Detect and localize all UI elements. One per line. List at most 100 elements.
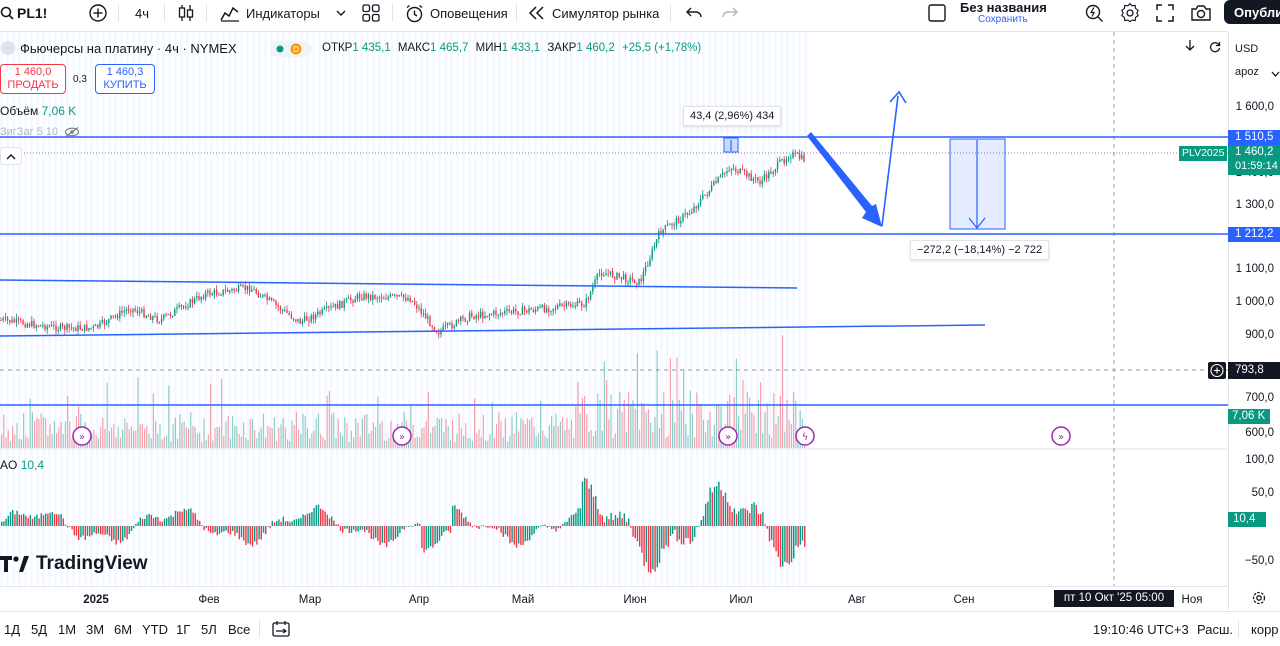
data-status-pill[interactable]: D [270, 41, 312, 57]
undo-button[interactable] [686, 0, 702, 26]
ao-bar [663, 526, 665, 549]
earnings-event-icon[interactable] [795, 426, 815, 446]
session-stripe [156, 32, 159, 586]
collapse-legend-button[interactable] [0, 147, 22, 165]
ao-bar [405, 526, 408, 527]
candle-body [462, 316, 464, 319]
add-alert-plus-button[interactable] [1208, 362, 1226, 379]
candle-body [33, 320, 35, 328]
range-ytd-button[interactable]: YTD [142, 622, 168, 637]
zigzag-legend[interactable]: ЗигЗаг 5 10 [0, 126, 80, 138]
volume-bar [192, 425, 194, 448]
candle-body [70, 327, 73, 329]
candle-body [127, 309, 130, 312]
replay-button[interactable]: Симулятор рынка [528, 0, 659, 26]
chart-canvas[interactable]: » » » ϟ » [0, 32, 1228, 586]
candle-body [77, 325, 79, 332]
candle-body [319, 311, 321, 315]
dividend-event-icon[interactable] [1051, 426, 1071, 446]
indicators-button[interactable]: Индикаторы [220, 0, 320, 26]
volume-bar [20, 439, 22, 448]
chart-type-button[interactable] [178, 0, 194, 26]
session-stripe [204, 32, 207, 586]
snapshot-button[interactable] [1190, 0, 1212, 26]
ao-bar [331, 516, 333, 526]
volume-legend[interactable]: Объём 7,06 K [0, 104, 77, 118]
forecast-up-line[interactable] [881, 95, 899, 227]
ao-bar [804, 526, 806, 547]
volume-bar [581, 398, 583, 448]
range-5d-button[interactable]: 5Д [31, 622, 48, 637]
channel-upper-trendline[interactable] [0, 279, 798, 289]
range-1y-button[interactable]: 1Г [176, 622, 191, 637]
unit-selector[interactable]: apoz [1235, 66, 1259, 78]
gear-icon [1252, 591, 1266, 605]
publish-button[interactable]: Опубли [1224, 0, 1280, 24]
currency-selector[interactable]: USD [1235, 43, 1259, 55]
forecast-down-arrow[interactable] [807, 132, 882, 227]
time-axis[interactable]: 2025 Фев Мар Апр Май Июн Июл Авг Сен Ноя [0, 586, 1228, 610]
range-all-button[interactable]: Все [228, 622, 251, 637]
chart-settings-button[interactable] [1251, 590, 1267, 609]
scale-down-arrow-button[interactable] [1185, 40, 1195, 55]
dividend-event-icon[interactable] [392, 426, 412, 446]
volume-bar [119, 437, 121, 448]
compare-button[interactable] [88, 0, 108, 26]
volume-bar [707, 419, 709, 448]
event-markers[interactable]: » » » ϟ » [72, 426, 1071, 446]
candle-body [730, 168, 733, 171]
volume-bar [489, 434, 491, 448]
sell-button[interactable]: 1 460,0 ПРОДАТЬ [0, 64, 66, 94]
ao-bar [115, 526, 117, 545]
range-5y-button[interactable]: 5Л [201, 622, 217, 637]
session-button[interactable]: Расш. [1197, 622, 1234, 637]
eye-hidden-icon[interactable] [64, 127, 80, 138]
ao-bar [232, 526, 234, 531]
dividend-event-icon[interactable] [718, 426, 738, 446]
adjustment-button[interactable]: корр [1251, 622, 1279, 637]
tradingview-logo[interactable]: TradingView [0, 553, 148, 575]
alerts-button[interactable]: Оповещения [405, 0, 508, 26]
layout-name[interactable]: Без названия [960, 0, 1047, 15]
date-range-button[interactable] [272, 620, 290, 641]
session-stripe [144, 32, 147, 586]
symbol-search-button[interactable]: PL1! [0, 0, 47, 26]
range-3m-button[interactable]: 3М [86, 622, 105, 637]
interval-button[interactable]: 4ч [135, 5, 150, 21]
symbol-legend[interactable]: Фьючерсы на платину · 4ч · NYMEX [0, 40, 237, 56]
ao-bar [562, 524, 564, 526]
volume-bar [276, 441, 278, 448]
ao-bar [210, 526, 212, 533]
templates-button[interactable] [362, 0, 380, 26]
candle-body [763, 174, 766, 180]
ao-bar [251, 526, 254, 547]
volume-bar [56, 432, 58, 448]
candle-body [4, 317, 7, 319]
quick-search-button[interactable] [1084, 0, 1104, 26]
candle-body [451, 323, 453, 329]
camera-icon [1191, 5, 1211, 21]
redo-button[interactable] [722, 0, 738, 26]
range-6m-button[interactable]: 6М [114, 622, 133, 637]
channel-lower-trendline[interactable] [0, 324, 986, 337]
volume-bar [212, 440, 214, 448]
layout-checkbox[interactable] [928, 0, 946, 26]
ao-legend[interactable]: AO 10,4 [0, 458, 45, 472]
layout-save-link[interactable]: Сохранить [978, 14, 1028, 25]
timezone-clock[interactable]: 19:10:46 UTC+3 [1093, 622, 1189, 637]
ao-bar [784, 526, 786, 562]
buy-button[interactable]: 1 460,3 КУПИТЬ [95, 64, 155, 94]
range-1d-button[interactable]: 1Д [4, 622, 21, 637]
fullscreen-button[interactable] [1156, 0, 1174, 26]
session-stripe [48, 32, 51, 586]
settings-button[interactable] [1120, 0, 1140, 26]
ao-bar [157, 517, 159, 526]
indicators-dropdown-button[interactable] [336, 0, 346, 26]
ao-bar [797, 526, 799, 548]
scale-reset-button[interactable] [1209, 41, 1221, 56]
ao-bar [139, 517, 141, 526]
dividend-event-icon[interactable] [72, 426, 92, 446]
unit-dropdown-button[interactable] [1271, 68, 1280, 80]
volume-bar [755, 432, 757, 448]
range-1m-button[interactable]: 1М [58, 622, 77, 637]
